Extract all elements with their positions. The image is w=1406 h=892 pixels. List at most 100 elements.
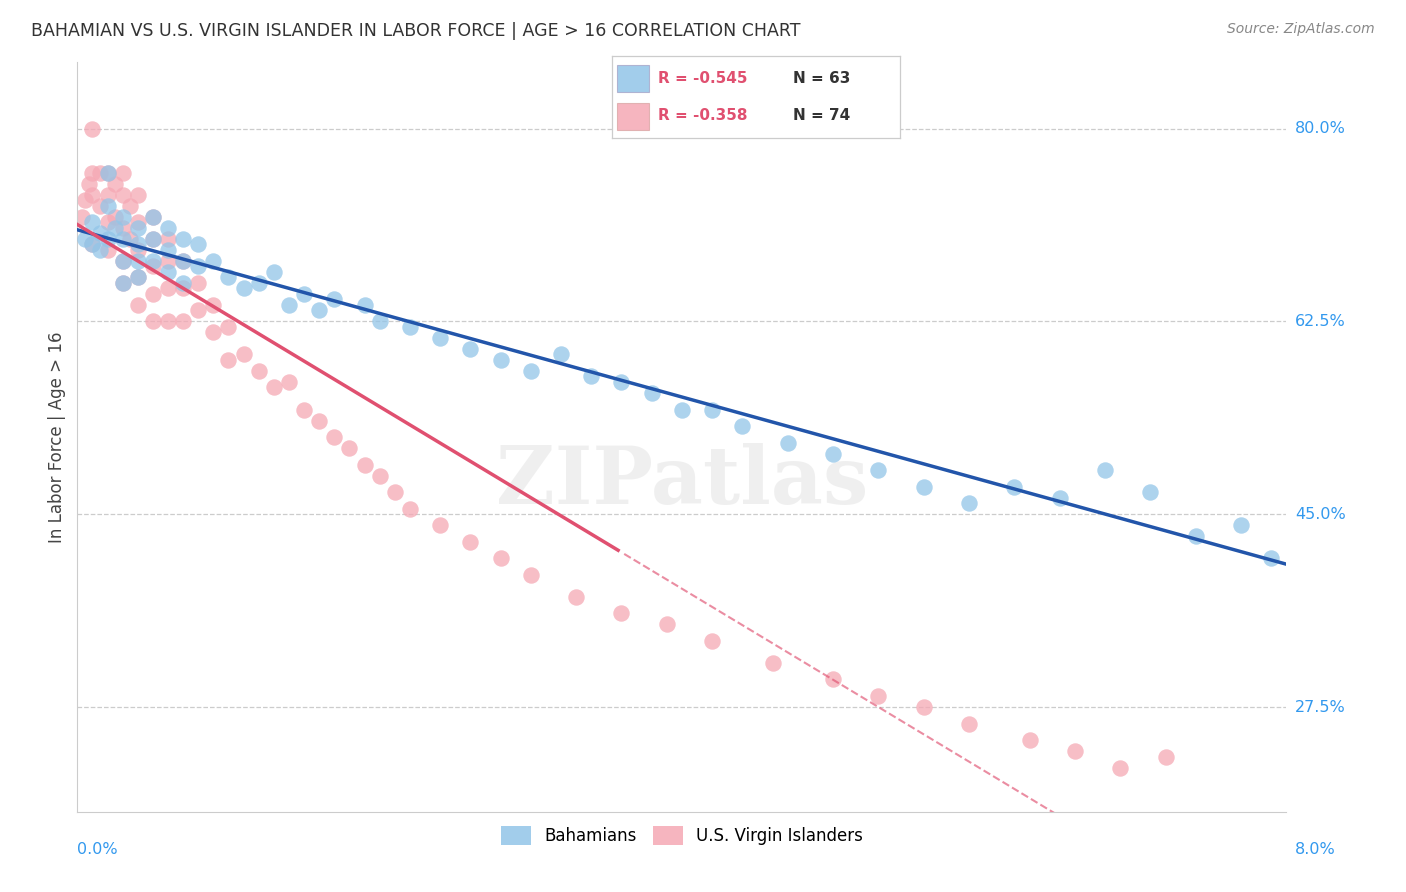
Point xyxy=(731,419,754,434)
Point xyxy=(127,270,149,285)
Point xyxy=(489,353,512,368)
Point xyxy=(127,237,149,252)
Point xyxy=(263,380,285,394)
Point xyxy=(157,220,180,235)
Point xyxy=(96,243,118,257)
Point xyxy=(82,121,104,136)
Point xyxy=(111,187,134,202)
Point xyxy=(142,253,165,268)
Point xyxy=(187,276,209,290)
Text: N = 74: N = 74 xyxy=(793,108,851,123)
Point xyxy=(368,314,391,328)
Text: R = -0.545: R = -0.545 xyxy=(658,71,747,87)
Point xyxy=(218,353,240,368)
Point xyxy=(96,215,118,229)
Point xyxy=(157,265,180,279)
Point xyxy=(278,375,301,389)
Point xyxy=(868,689,890,703)
Point xyxy=(96,232,118,246)
Point xyxy=(96,166,118,180)
Point xyxy=(458,342,481,356)
Text: BAHAMIAN VS U.S. VIRGIN ISLANDER IN LABOR FORCE | AGE > 16 CORRELATION CHART: BAHAMIAN VS U.S. VIRGIN ISLANDER IN LABO… xyxy=(31,22,800,40)
Legend: Bahamians, U.S. Virgin Islanders: Bahamians, U.S. Virgin Islanders xyxy=(494,820,870,852)
Point xyxy=(104,210,127,224)
Point xyxy=(202,253,225,268)
Point xyxy=(1154,749,1177,764)
Point xyxy=(89,243,111,257)
Point xyxy=(489,551,512,566)
Point xyxy=(581,369,603,384)
Point xyxy=(127,270,149,285)
Point xyxy=(111,276,134,290)
Point xyxy=(957,716,980,731)
Point xyxy=(429,331,451,345)
Point xyxy=(1049,491,1071,505)
Point xyxy=(157,232,180,246)
Point xyxy=(111,276,134,290)
Point xyxy=(1185,529,1208,543)
Point xyxy=(157,243,180,257)
Point xyxy=(520,364,543,378)
Point xyxy=(458,534,481,549)
Point xyxy=(127,253,149,268)
Point xyxy=(292,286,315,301)
Point xyxy=(187,237,209,252)
Point xyxy=(1260,551,1282,566)
Point xyxy=(142,232,165,246)
Y-axis label: In Labor Force | Age > 16: In Labor Force | Age > 16 xyxy=(48,331,66,543)
Point xyxy=(73,193,96,207)
Bar xyxy=(617,103,650,130)
Point xyxy=(399,319,422,334)
Point xyxy=(82,215,104,229)
Point xyxy=(172,314,194,328)
Point xyxy=(702,634,724,648)
Point xyxy=(142,210,165,224)
Point xyxy=(127,215,149,229)
Point xyxy=(762,656,785,670)
Point xyxy=(868,463,890,477)
Point xyxy=(79,177,101,191)
Point xyxy=(120,232,142,246)
Point xyxy=(702,402,724,417)
Point xyxy=(187,260,209,274)
Point xyxy=(111,166,134,180)
Point xyxy=(429,518,451,533)
Point xyxy=(172,253,194,268)
Point xyxy=(172,281,194,295)
Point xyxy=(823,447,845,461)
Point xyxy=(323,430,346,444)
Point xyxy=(1094,463,1116,477)
Point xyxy=(565,590,588,604)
Point xyxy=(111,232,134,246)
Point xyxy=(142,232,165,246)
Point xyxy=(142,260,165,274)
Point xyxy=(292,402,315,417)
Point xyxy=(104,220,127,235)
Point xyxy=(111,253,134,268)
Point xyxy=(127,187,149,202)
Point xyxy=(1064,744,1087,758)
Point xyxy=(172,253,194,268)
Point xyxy=(142,286,165,301)
Point xyxy=(82,237,104,252)
Point xyxy=(202,298,225,312)
Text: ZIPatlas: ZIPatlas xyxy=(496,443,868,521)
Point xyxy=(111,220,134,235)
Text: 62.5%: 62.5% xyxy=(1295,314,1346,329)
Point xyxy=(1018,733,1040,747)
Point xyxy=(218,319,240,334)
Point xyxy=(187,303,209,318)
Point xyxy=(339,441,360,455)
Point xyxy=(70,210,93,224)
Point xyxy=(247,364,270,378)
Point xyxy=(127,298,149,312)
Point xyxy=(96,166,118,180)
Point xyxy=(82,166,104,180)
Point xyxy=(1139,485,1161,500)
Point xyxy=(127,243,149,257)
Point xyxy=(89,226,111,240)
Text: 45.0%: 45.0% xyxy=(1295,507,1346,522)
Point xyxy=(142,314,165,328)
Point xyxy=(263,265,285,279)
Point xyxy=(912,480,935,494)
